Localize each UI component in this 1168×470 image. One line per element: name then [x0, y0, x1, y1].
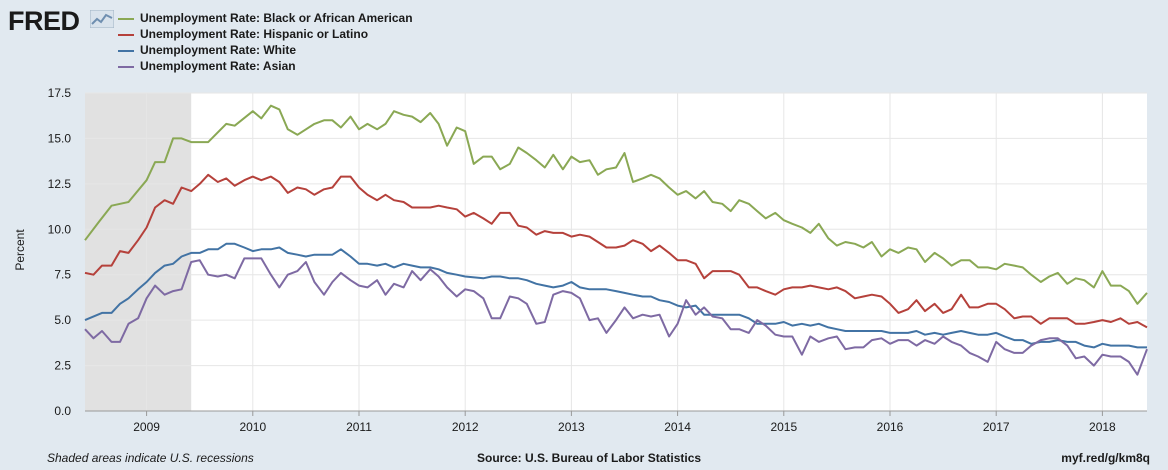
y-tick-label: 0.0: [54, 404, 71, 418]
series-line-0: [84, 104, 1148, 305]
short-url-link[interactable]: myf.red/g/km8q: [1061, 451, 1150, 465]
line-chart-icon: [90, 10, 114, 28]
legend-swatch-hispanic: [118, 34, 134, 36]
y-tick-label: 2.5: [54, 359, 71, 373]
series-line-3: [84, 257, 1148, 376]
plot-area: [85, 93, 1147, 411]
x-tick-label: 2009: [133, 420, 160, 434]
y-tick-label: 5.0: [54, 313, 71, 327]
y-tick-label: 7.5: [54, 268, 71, 282]
x-tick-label: 2014: [664, 420, 691, 434]
fred-logo[interactable]: FRED: [8, 6, 80, 36]
legend-label-black: Unemployment Rate: Black or African Amer…: [140, 11, 413, 25]
x-tick-label: 2011: [346, 420, 372, 434]
x-tick-label: 2013: [558, 420, 585, 434]
x-tick-label: 2015: [770, 420, 797, 434]
x-tick-label: 2010: [239, 420, 266, 434]
x-tick-label: 2018: [1089, 420, 1116, 434]
series-line-2: [84, 242, 1147, 349]
y-tick-label: 10.0: [48, 222, 72, 236]
legend-label-asian: Unemployment Rate: Asian: [140, 59, 296, 73]
y-tick-label: 15.0: [48, 131, 72, 145]
series-line-1: [84, 173, 1148, 329]
legend-label-hispanic: Unemployment Rate: Hispanic or Latino: [140, 27, 369, 41]
y-tick-label: 17.5: [48, 86, 72, 100]
legend-label-white: Unemployment Rate: White: [140, 43, 297, 57]
legend-swatch-asian: [118, 66, 134, 68]
line-chart: 0.0 2.5 5.0 7.5 10.0 12.5 15.0 17.5 2009 2010 2011…: [48, 86, 1148, 434]
legend-swatch-white: [118, 50, 134, 52]
y-tick-label: 12.5: [48, 177, 72, 191]
legend-swatch-black: [118, 18, 134, 20]
recession-shade: [85, 93, 192, 411]
source-note: Source: U.S. Bureau of Labor Statistics: [477, 451, 702, 465]
x-tick-label: 2012: [452, 420, 479, 434]
x-tick-label: 2016: [877, 420, 904, 434]
recession-note: Shaded areas indicate U.S. recessions: [47, 451, 254, 465]
x-tick-label: 2017: [983, 420, 1010, 434]
